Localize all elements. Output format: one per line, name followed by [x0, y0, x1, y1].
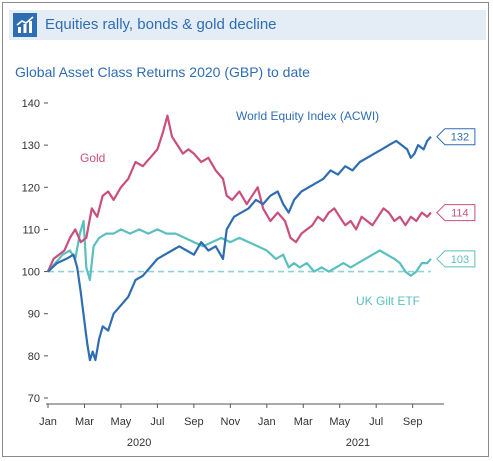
- series-group: [46, 114, 432, 362]
- x-tick-label: Jan: [258, 416, 276, 428]
- chart-title: Global Asset Class Returns 2020 (GBP) to…: [15, 64, 310, 80]
- y-axis: 70 80 90 100 110 120 130 140: [22, 98, 48, 405]
- y-tick-label: 80: [28, 351, 40, 363]
- y-tick-label: 130: [22, 140, 40, 152]
- x-tick-label: Mar: [294, 416, 313, 428]
- end-value-tag: [436, 128, 476, 146]
- x-tick-label: May: [329, 416, 350, 428]
- y-tick-label: 110: [22, 224, 40, 236]
- y-tick-label: 70: [28, 393, 40, 405]
- year-label: 2020: [127, 437, 151, 449]
- x-tick-label: Jul: [369, 416, 383, 428]
- series-annotation: Gold: [80, 151, 105, 165]
- series-line-gold: [46, 114, 432, 273]
- x-tick-label: Nov: [221, 416, 241, 428]
- series-line-uk-gilt-etf: [47, 219, 432, 282]
- end-value-tag: [436, 204, 476, 222]
- y-tick-label: 140: [22, 98, 40, 110]
- x-tick-label: Sep: [184, 416, 204, 428]
- series-annotation: UK Gilt ETF: [356, 294, 420, 308]
- end-value-label: 103: [451, 254, 469, 266]
- y-tick-label: 100: [22, 267, 40, 279]
- end-value-label: 132: [451, 132, 469, 144]
- x-tick-label: May: [111, 416, 132, 428]
- year-label: 2021: [346, 437, 370, 449]
- x-axis: Jan Mar May Jul Sep Nov Jan Mar May Jul Sep 2020 202…: [39, 403, 444, 449]
- header-title: Equities rally, bonds & gold decline: [45, 16, 277, 33]
- y-tick-label: 90: [28, 309, 40, 321]
- x-tick-label: Jul: [150, 416, 164, 428]
- bar-chart-icon: [13, 13, 37, 37]
- series-annotation: World Equity Index (ACWI): [236, 109, 379, 123]
- end-value-tag: [436, 250, 476, 268]
- header-bar: Equities rally, bonds & gold decline: [9, 10, 486, 40]
- x-tick-label: Sep: [403, 416, 423, 428]
- x-tick-label: Mar: [75, 416, 94, 428]
- end-value-label: 114: [451, 208, 469, 220]
- x-tick-label: Jan: [39, 416, 57, 428]
- y-tick-label: 120: [22, 182, 40, 194]
- series-line-world-equity-index-acwi: [47, 135, 432, 362]
- series-labels: World Equity Index (ACWI) Gold UK Gilt ETF…: [80, 109, 476, 308]
